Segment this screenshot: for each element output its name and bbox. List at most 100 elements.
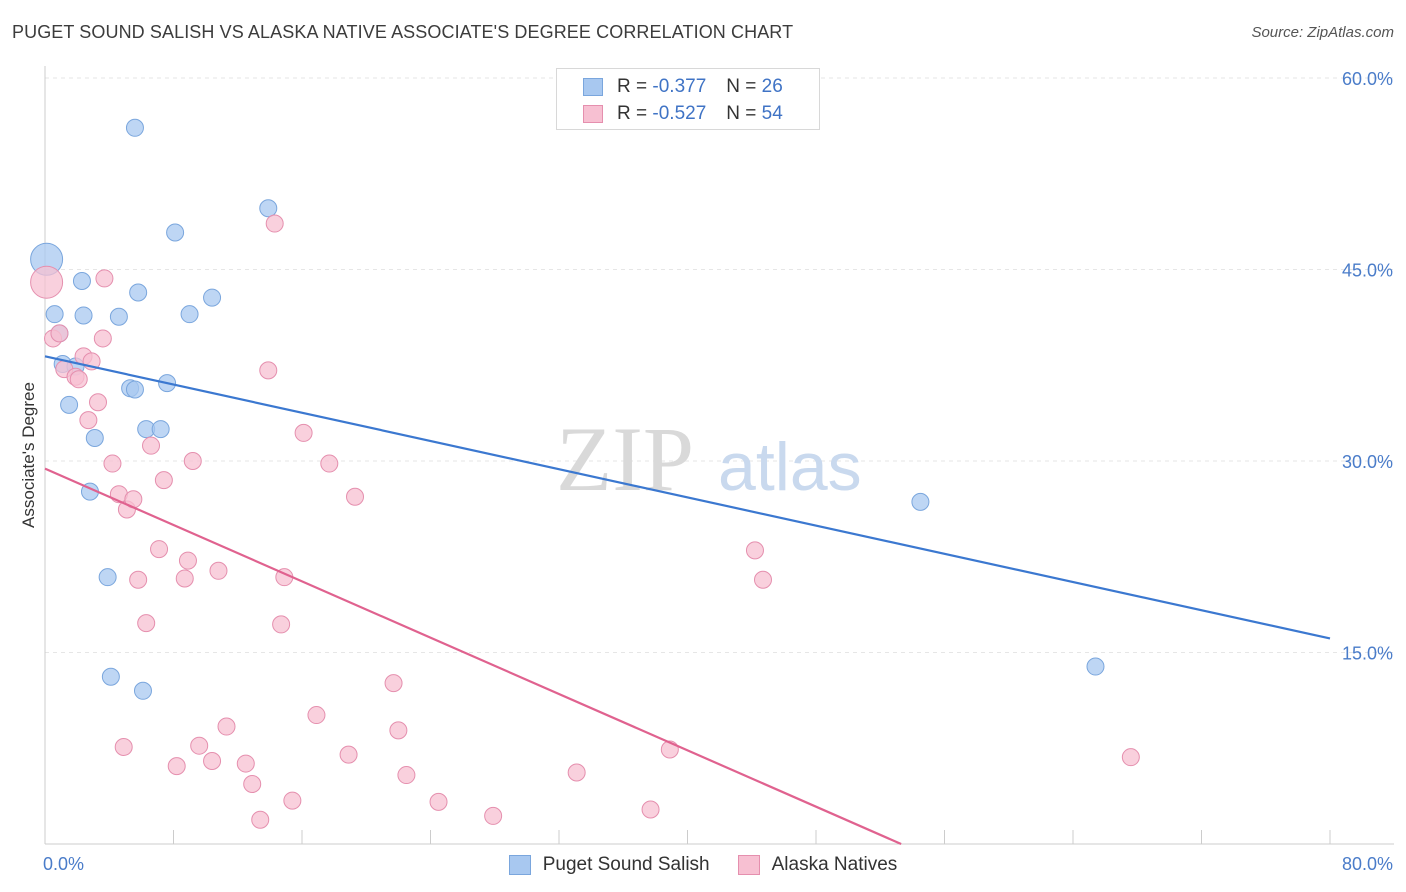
point-alaska-natives (209, 561, 228, 580)
point-puget-sound-salish (129, 283, 148, 302)
point-alaska-natives (753, 570, 772, 589)
legend-n-value: 54 (761, 103, 783, 124)
point-alaska-natives (346, 487, 365, 506)
point-alaska-natives (251, 810, 270, 829)
tick-labels: 15.0% 30.0% 45.0% 60.0% 0.0% 80.0% (43, 69, 1393, 874)
point-alaska-natives (89, 393, 108, 412)
point-puget-sound-salish (203, 288, 222, 307)
point-alaska-natives (142, 436, 161, 455)
series-swatch-puget (508, 855, 531, 875)
point-alaska-natives (93, 329, 112, 348)
point-alaska-natives (129, 570, 148, 589)
point-alaska-natives (178, 551, 197, 570)
x-tick-label: 0.0% (43, 854, 84, 874)
point-alaska-natives (397, 766, 416, 785)
point-puget-sound-salish (133, 681, 152, 700)
point-puget-sound-salish (109, 307, 128, 326)
point-alaska-natives (283, 791, 302, 810)
legend-r-value: -0.527 (652, 103, 707, 124)
series-label-alaska: Alaska Natives (771, 854, 898, 875)
legend-n-label: N = (726, 76, 757, 97)
point-alaska-natives (150, 540, 169, 559)
series-legend: Puget Sound Salish Alaska Natives (0, 852, 1406, 878)
watermark: ZIP atlas (556, 408, 862, 510)
legend-swatch-alaska (583, 105, 603, 123)
point-puget-sound-salish (85, 429, 104, 448)
legend-n-label: N = (726, 103, 757, 124)
correlation-legend: R = -0.377 N = 26 R = -0.527 N = 54 (556, 68, 820, 130)
point-alaska-natives (243, 774, 262, 793)
y-tick-label: 30.0% (1342, 452, 1393, 472)
point-alaska-natives (567, 763, 586, 782)
point-alaska-natives (167, 757, 186, 776)
point-alaska-natives (384, 674, 403, 693)
point-alaska-natives (69, 370, 88, 389)
legend-r-label: R = (617, 103, 648, 124)
legend-row-alaska: R = -0.527 N = 54 (583, 102, 783, 126)
point-puget-sound-salish (166, 223, 185, 242)
point-puget-sound-salish (74, 306, 93, 325)
point-alaska-natives (320, 454, 339, 473)
series-legend-puget: Puget Sound Salish (508, 854, 710, 876)
point-puget-sound-salish (45, 305, 64, 324)
point-alaska-natives (30, 265, 64, 299)
point-alaska-natives (190, 736, 209, 755)
point-alaska-natives (114, 737, 133, 756)
point-alaska-natives (259, 361, 278, 380)
legend-r-label: R = (617, 76, 648, 97)
point-alaska-natives (137, 614, 156, 633)
point-puget-sound-salish (98, 568, 117, 587)
trend-line-alaska-natives (44, 467, 902, 846)
point-puget-sound-salish (72, 271, 91, 290)
point-alaska-natives (389, 721, 408, 740)
data-points (30, 118, 1140, 829)
point-alaska-natives (294, 423, 313, 442)
point-alaska-natives (265, 214, 284, 233)
point-alaska-natives (307, 706, 326, 725)
legend-n-value: 26 (761, 76, 783, 97)
point-alaska-natives (429, 792, 448, 811)
point-alaska-natives (95, 269, 114, 288)
y-axis-title: Associate's Degree (19, 382, 38, 528)
trend-line-puget-sound-salish (44, 355, 1331, 640)
point-puget-sound-salish (1086, 657, 1105, 676)
point-alaska-natives (1121, 748, 1140, 767)
chart-title: PUGET SOUND SALISH VS ALASKA NATIVE ASSO… (12, 22, 794, 42)
axes (44, 66, 1394, 845)
point-alaska-natives (183, 452, 202, 470)
legend-row-puget: R = -0.377 N = 26 (583, 75, 783, 99)
trend-lines (44, 355, 1331, 846)
point-puget-sound-salish (151, 420, 170, 439)
watermark-atlas: atlas (718, 429, 862, 505)
point-puget-sound-salish (125, 118, 144, 137)
chart-source: Source: ZipAtlas.com (1251, 24, 1394, 41)
point-alaska-natives (217, 717, 236, 736)
point-alaska-natives (272, 615, 291, 634)
y-tick-label: 45.0% (1342, 261, 1393, 281)
y-tick-label: 60.0% (1342, 69, 1393, 89)
x-tick-label: 80.0% (1342, 854, 1393, 874)
point-alaska-natives (103, 454, 122, 473)
point-puget-sound-salish (180, 305, 199, 324)
point-alaska-natives (484, 806, 503, 825)
point-alaska-natives (236, 754, 255, 773)
legend-r-value: -0.377 (652, 76, 707, 97)
series-legend-alaska: Alaska Natives (737, 854, 898, 876)
point-puget-sound-salish (101, 667, 120, 686)
grid-lines (45, 77, 1394, 653)
series-label-puget: Puget Sound Salish (542, 854, 710, 875)
series-swatch-alaska (737, 855, 760, 875)
point-puget-sound-salish (259, 199, 278, 218)
point-alaska-natives (745, 541, 764, 560)
point-alaska-natives (203, 752, 222, 771)
legend-swatch-puget (583, 78, 603, 96)
point-alaska-natives (641, 800, 660, 819)
point-alaska-natives (154, 471, 173, 490)
point-puget-sound-salish (60, 395, 79, 414)
point-puget-sound-salish (125, 380, 144, 399)
point-alaska-natives (79, 411, 98, 430)
point-puget-sound-salish (911, 492, 930, 511)
y-tick-label: 15.0% (1342, 644, 1393, 664)
point-alaska-natives (175, 569, 194, 588)
